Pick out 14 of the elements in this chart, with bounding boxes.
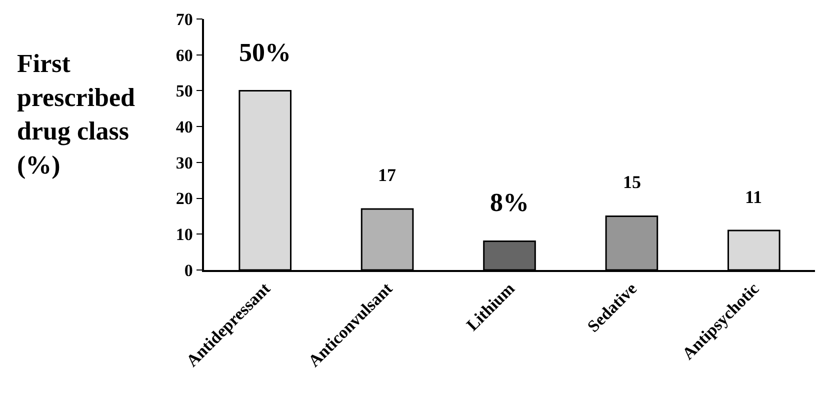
y-tick-label: 60 [176,46,193,65]
y-tick-label: 40 [176,118,193,137]
y-tick-label: 10 [176,225,193,244]
data-label: 15 [623,172,641,192]
data-label: 11 [745,187,762,207]
y-tick-label: 70 [176,10,193,29]
y-tick-label: 20 [176,189,193,208]
data-label: 50% [239,38,291,67]
y-axis-title: First prescribed drug class (%) [17,49,136,180]
y-tick-label: 0 [184,260,193,280]
data-label: 17 [378,165,396,185]
data-label: 8% [490,188,529,217]
y-tick-label: 50 [176,82,193,101]
y-tick-label: 30 [176,153,193,172]
